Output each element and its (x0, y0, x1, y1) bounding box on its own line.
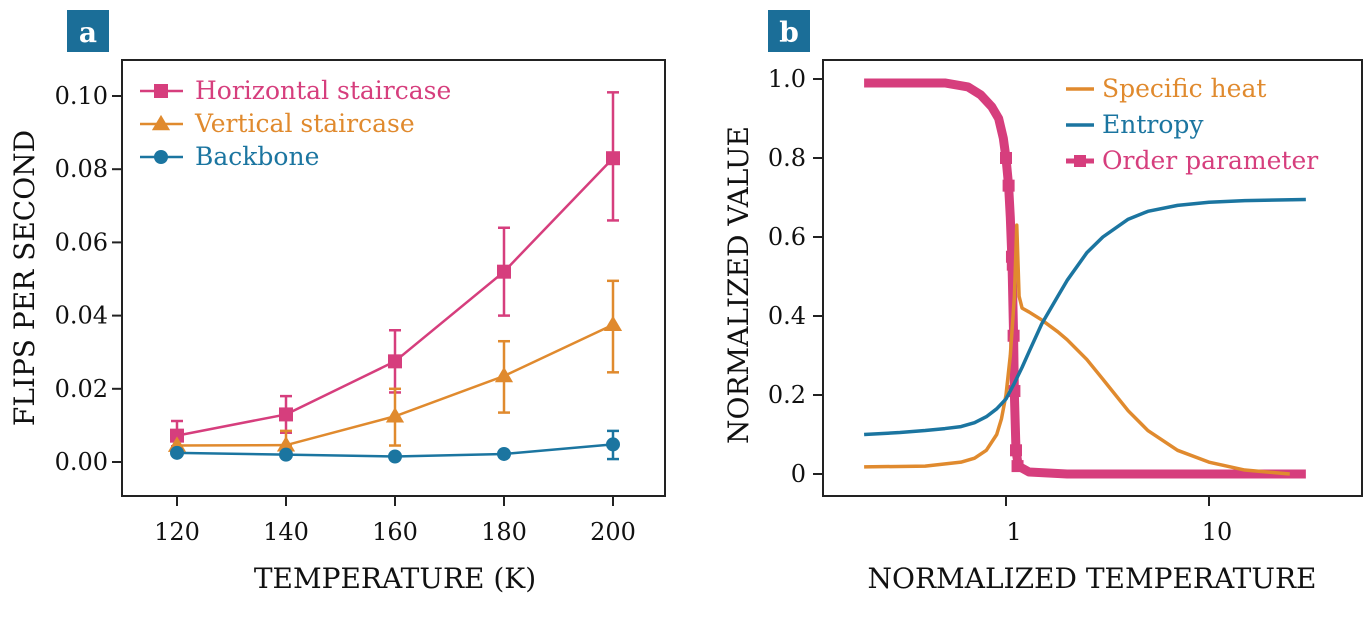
panel-b-legend: Specific heat Entropy Order parameter (1066, 74, 1318, 175)
backbone-point (388, 449, 402, 464)
order-parameter-marker (1009, 444, 1022, 457)
y-tick-label: 0.04 (55, 302, 108, 330)
panel-a-label: a (79, 16, 97, 49)
panel-b-label-box (768, 10, 810, 52)
y-tick-label: 1.0 (768, 65, 806, 93)
entropy-legend-label: Entropy (1102, 110, 1204, 139)
y-tick-label: 0.8 (768, 144, 806, 172)
x-tick-label: 160 (372, 518, 418, 546)
horizontal-staircase-point (388, 354, 402, 369)
y-tick-label: 0 (791, 460, 806, 488)
horizontal-staircase-point (606, 151, 620, 166)
backbone-point (279, 447, 293, 462)
panel-a-ylabel: FLIPS PER SECOND (8, 130, 41, 426)
x-tick-label: 140 (263, 518, 309, 546)
panel-a-label-box (67, 10, 109, 52)
y-tick-label: 0.4 (768, 302, 806, 330)
x-tick-label: 120 (154, 518, 200, 546)
order-parameter-legend-marker (1074, 155, 1086, 167)
vertical-staircase-point (276, 436, 296, 452)
backbone-point (606, 437, 620, 452)
panel-a-legend: Horizontal staircase Vertical staircase Ba… (140, 76, 451, 171)
panel-b-ylabel: NORMALIZED VALUE (722, 126, 755, 444)
panel-b: b 0 0.2 0.4 0.6 0.8 1.0 1 10 NORMALIZED TEMPERA… (722, 10, 1363, 595)
specific-heat-line (864, 223, 1290, 476)
x-tick-label: 180 (481, 518, 527, 546)
order-parameter-legend-label: Order parameter (1102, 146, 1318, 175)
panel-b-ticks: 0 0.2 0.4 0.6 0.8 1.0 1 10 (768, 65, 1232, 546)
horizontal-staircase-legend-marker (154, 84, 168, 98)
vertical-staircase-point (385, 407, 405, 423)
x-tick-label: 1 (1006, 518, 1021, 546)
order-parameter-marker (1000, 152, 1012, 164)
y-tick-label: 0.06 (55, 228, 108, 256)
panel-b-xlabel: NORMALIZED TEMPERATURE (868, 562, 1317, 595)
panel-a-marks (167, 91, 623, 464)
order-parameter-line (864, 78, 1306, 479)
y-tick-label: 0.10 (55, 82, 108, 110)
order-parameter-marker (1002, 179, 1015, 192)
order-parameter-marker (1011, 460, 1024, 473)
horizontal-staircase-point (497, 264, 511, 279)
vertical-staircase-point (603, 315, 623, 332)
panel-a-ticks: 0.00 0.02 0.04 0.06 0.08 0.10 120 140 160 180 200 (55, 82, 636, 546)
y-tick-label: 0.2 (768, 381, 806, 409)
y-tick-label: 0.00 (55, 448, 108, 476)
vertical-staircase-point (494, 366, 514, 383)
panel-a-xlabel: TEMPERATURE (K) (254, 562, 536, 595)
y-tick-label: 0.6 (768, 223, 806, 251)
panel-a-axes-frame (121, 59, 666, 497)
horizontal-staircase-point (170, 428, 184, 443)
panel-b-axes-frame (822, 59, 1363, 497)
vertical-staircase-legend-label: Vertical staircase (194, 109, 415, 138)
specific-heat-legend-label: Specific heat (1102, 74, 1266, 103)
backbone-legend-marker (154, 150, 168, 164)
x-tick-label: 10 (1202, 518, 1233, 546)
entropy-line (864, 197, 1306, 437)
panel-b-marks (864, 78, 1306, 479)
horizontal-staircase-point (279, 407, 293, 422)
x-tick-label: 200 (590, 518, 636, 546)
backbone-legend-label: Backbone (195, 142, 319, 171)
panel-b-label: b (779, 16, 799, 49)
vertical-staircase-legend-marker (151, 114, 171, 131)
backbone-point (497, 446, 511, 461)
backbone-point (170, 445, 184, 460)
y-tick-label: 0.08 (55, 155, 108, 183)
panel-a: a 0.00 0.02 0.04 0.06 0.08 0.10 120 140 160 180 20… (8, 10, 666, 595)
horizontal-staircase-legend-label: Horizontal staircase (195, 76, 451, 105)
y-tick-label: 0.02 (55, 375, 108, 403)
